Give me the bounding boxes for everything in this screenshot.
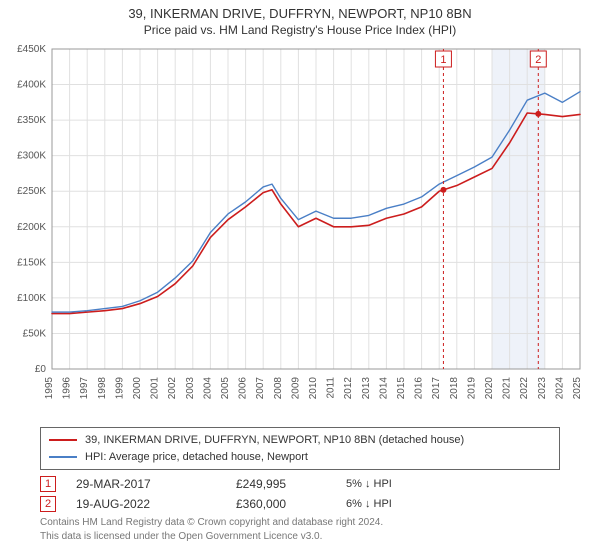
y-tick-label: £0 bbox=[35, 364, 47, 375]
x-tick-label: 2007 bbox=[255, 377, 266, 400]
chart-area: £0 £50K £100K £150K £200K £250K £300K £350K £400… bbox=[0, 39, 600, 419]
attribution: Contains HM Land Registry data © Crown c… bbox=[40, 516, 560, 543]
x-tick-label: 2018 bbox=[449, 377, 460, 400]
event-price: £360,000 bbox=[236, 497, 326, 511]
x-tick-label: 2014 bbox=[378, 377, 389, 400]
x-tick-label: 2008 bbox=[273, 377, 284, 400]
legend-item: 39, INKERMAN DRIVE, DUFFRYN, NEWPORT, NP… bbox=[49, 432, 551, 449]
x-tick-label: 2000 bbox=[132, 377, 143, 400]
x-tick-label: 2011 bbox=[326, 377, 337, 399]
marker-point-2 bbox=[535, 111, 541, 117]
legend: 39, INKERMAN DRIVE, DUFFRYN, NEWPORT, NP… bbox=[40, 427, 560, 470]
event-delta: 6% ↓ HPI bbox=[346, 498, 456, 510]
x-tick-label: 2023 bbox=[537, 377, 548, 400]
y-tick-label: £450K bbox=[17, 44, 46, 55]
x-tick-label: 2005 bbox=[220, 377, 231, 400]
chart-subtitle: Price paid vs. HM Land Registry's House … bbox=[10, 23, 590, 37]
legend-item: HPI: Average price, detached house, Newp… bbox=[49, 449, 551, 466]
x-tick-label: 2003 bbox=[185, 377, 196, 400]
x-tick-label: 2006 bbox=[238, 377, 249, 400]
legend-swatch bbox=[49, 439, 77, 441]
event-row: 2 19-AUG-2022 £360,000 6% ↓ HPI bbox=[40, 496, 560, 512]
x-tick-label: 2001 bbox=[150, 377, 161, 400]
marker-point-1 bbox=[440, 187, 446, 193]
x-tick-label: 2004 bbox=[202, 377, 213, 400]
event-marker: 1 bbox=[40, 476, 56, 492]
x-tick-label: 2013 bbox=[361, 377, 372, 400]
y-tick-label: £100K bbox=[17, 293, 46, 304]
x-tick-label: 1998 bbox=[97, 377, 108, 400]
x-tick-label: 1996 bbox=[62, 377, 73, 400]
event-marker: 2 bbox=[40, 496, 56, 512]
marker-label-1: 1 bbox=[440, 54, 446, 66]
x-tick-label: 2017 bbox=[431, 377, 442, 400]
chart-header: 39, INKERMAN DRIVE, DUFFRYN, NEWPORT, NP… bbox=[0, 0, 600, 39]
x-tick-label: 2012 bbox=[343, 377, 354, 400]
y-tick-label: £300K bbox=[17, 151, 46, 162]
attribution-line: Contains HM Land Registry data © Crown c… bbox=[40, 516, 560, 530]
x-tick-label: 2010 bbox=[308, 377, 319, 400]
legend-label: 39, INKERMAN DRIVE, DUFFRYN, NEWPORT, NP… bbox=[85, 432, 464, 449]
x-tick-label: 2002 bbox=[167, 377, 178, 400]
event-delta: 5% ↓ HPI bbox=[346, 478, 456, 490]
y-tick-label: £400K bbox=[17, 80, 46, 91]
y-tick-label: £350K bbox=[17, 115, 46, 126]
event-date: 29-MAR-2017 bbox=[76, 477, 216, 491]
y-tick-label: £50K bbox=[23, 328, 47, 339]
x-tick-label: 2022 bbox=[519, 377, 530, 400]
legend-label: HPI: Average price, detached house, Newp… bbox=[85, 449, 308, 466]
x-tick-label: 2009 bbox=[290, 377, 301, 400]
x-tick-label: 1997 bbox=[79, 377, 90, 400]
event-price: £249,995 bbox=[236, 477, 326, 491]
y-tick-label: £150K bbox=[17, 257, 46, 268]
attribution-line: This data is licensed under the Open Gov… bbox=[40, 530, 560, 544]
x-tick-label: 1999 bbox=[114, 377, 125, 400]
event-table: 1 29-MAR-2017 £249,995 5% ↓ HPI 2 19-AUG-2022… bbox=[40, 476, 560, 512]
event-row: 1 29-MAR-2017 £249,995 5% ↓ HPI bbox=[40, 476, 560, 492]
x-tick-label: 2016 bbox=[414, 377, 425, 400]
line-chart: £0 £50K £100K £150K £200K £250K £300K £350K £400… bbox=[0, 39, 600, 419]
chart-title: 39, INKERMAN DRIVE, DUFFRYN, NEWPORT, NP… bbox=[10, 6, 590, 21]
x-tick-label: 1995 bbox=[44, 377, 55, 400]
marker-label-2: 2 bbox=[535, 54, 541, 66]
x-tick-label: 2024 bbox=[554, 377, 565, 400]
x-tick-label: 2020 bbox=[484, 377, 495, 400]
x-tick-label: 2019 bbox=[466, 377, 477, 400]
event-date: 19-AUG-2022 bbox=[76, 497, 216, 511]
y-tick-label: £250K bbox=[17, 186, 46, 197]
x-tick-label: 2021 bbox=[502, 377, 513, 400]
y-tick-label: £200K bbox=[17, 222, 46, 233]
legend-swatch bbox=[49, 456, 77, 458]
x-tick-label: 2025 bbox=[572, 377, 583, 400]
x-tick-label: 2015 bbox=[396, 377, 407, 400]
